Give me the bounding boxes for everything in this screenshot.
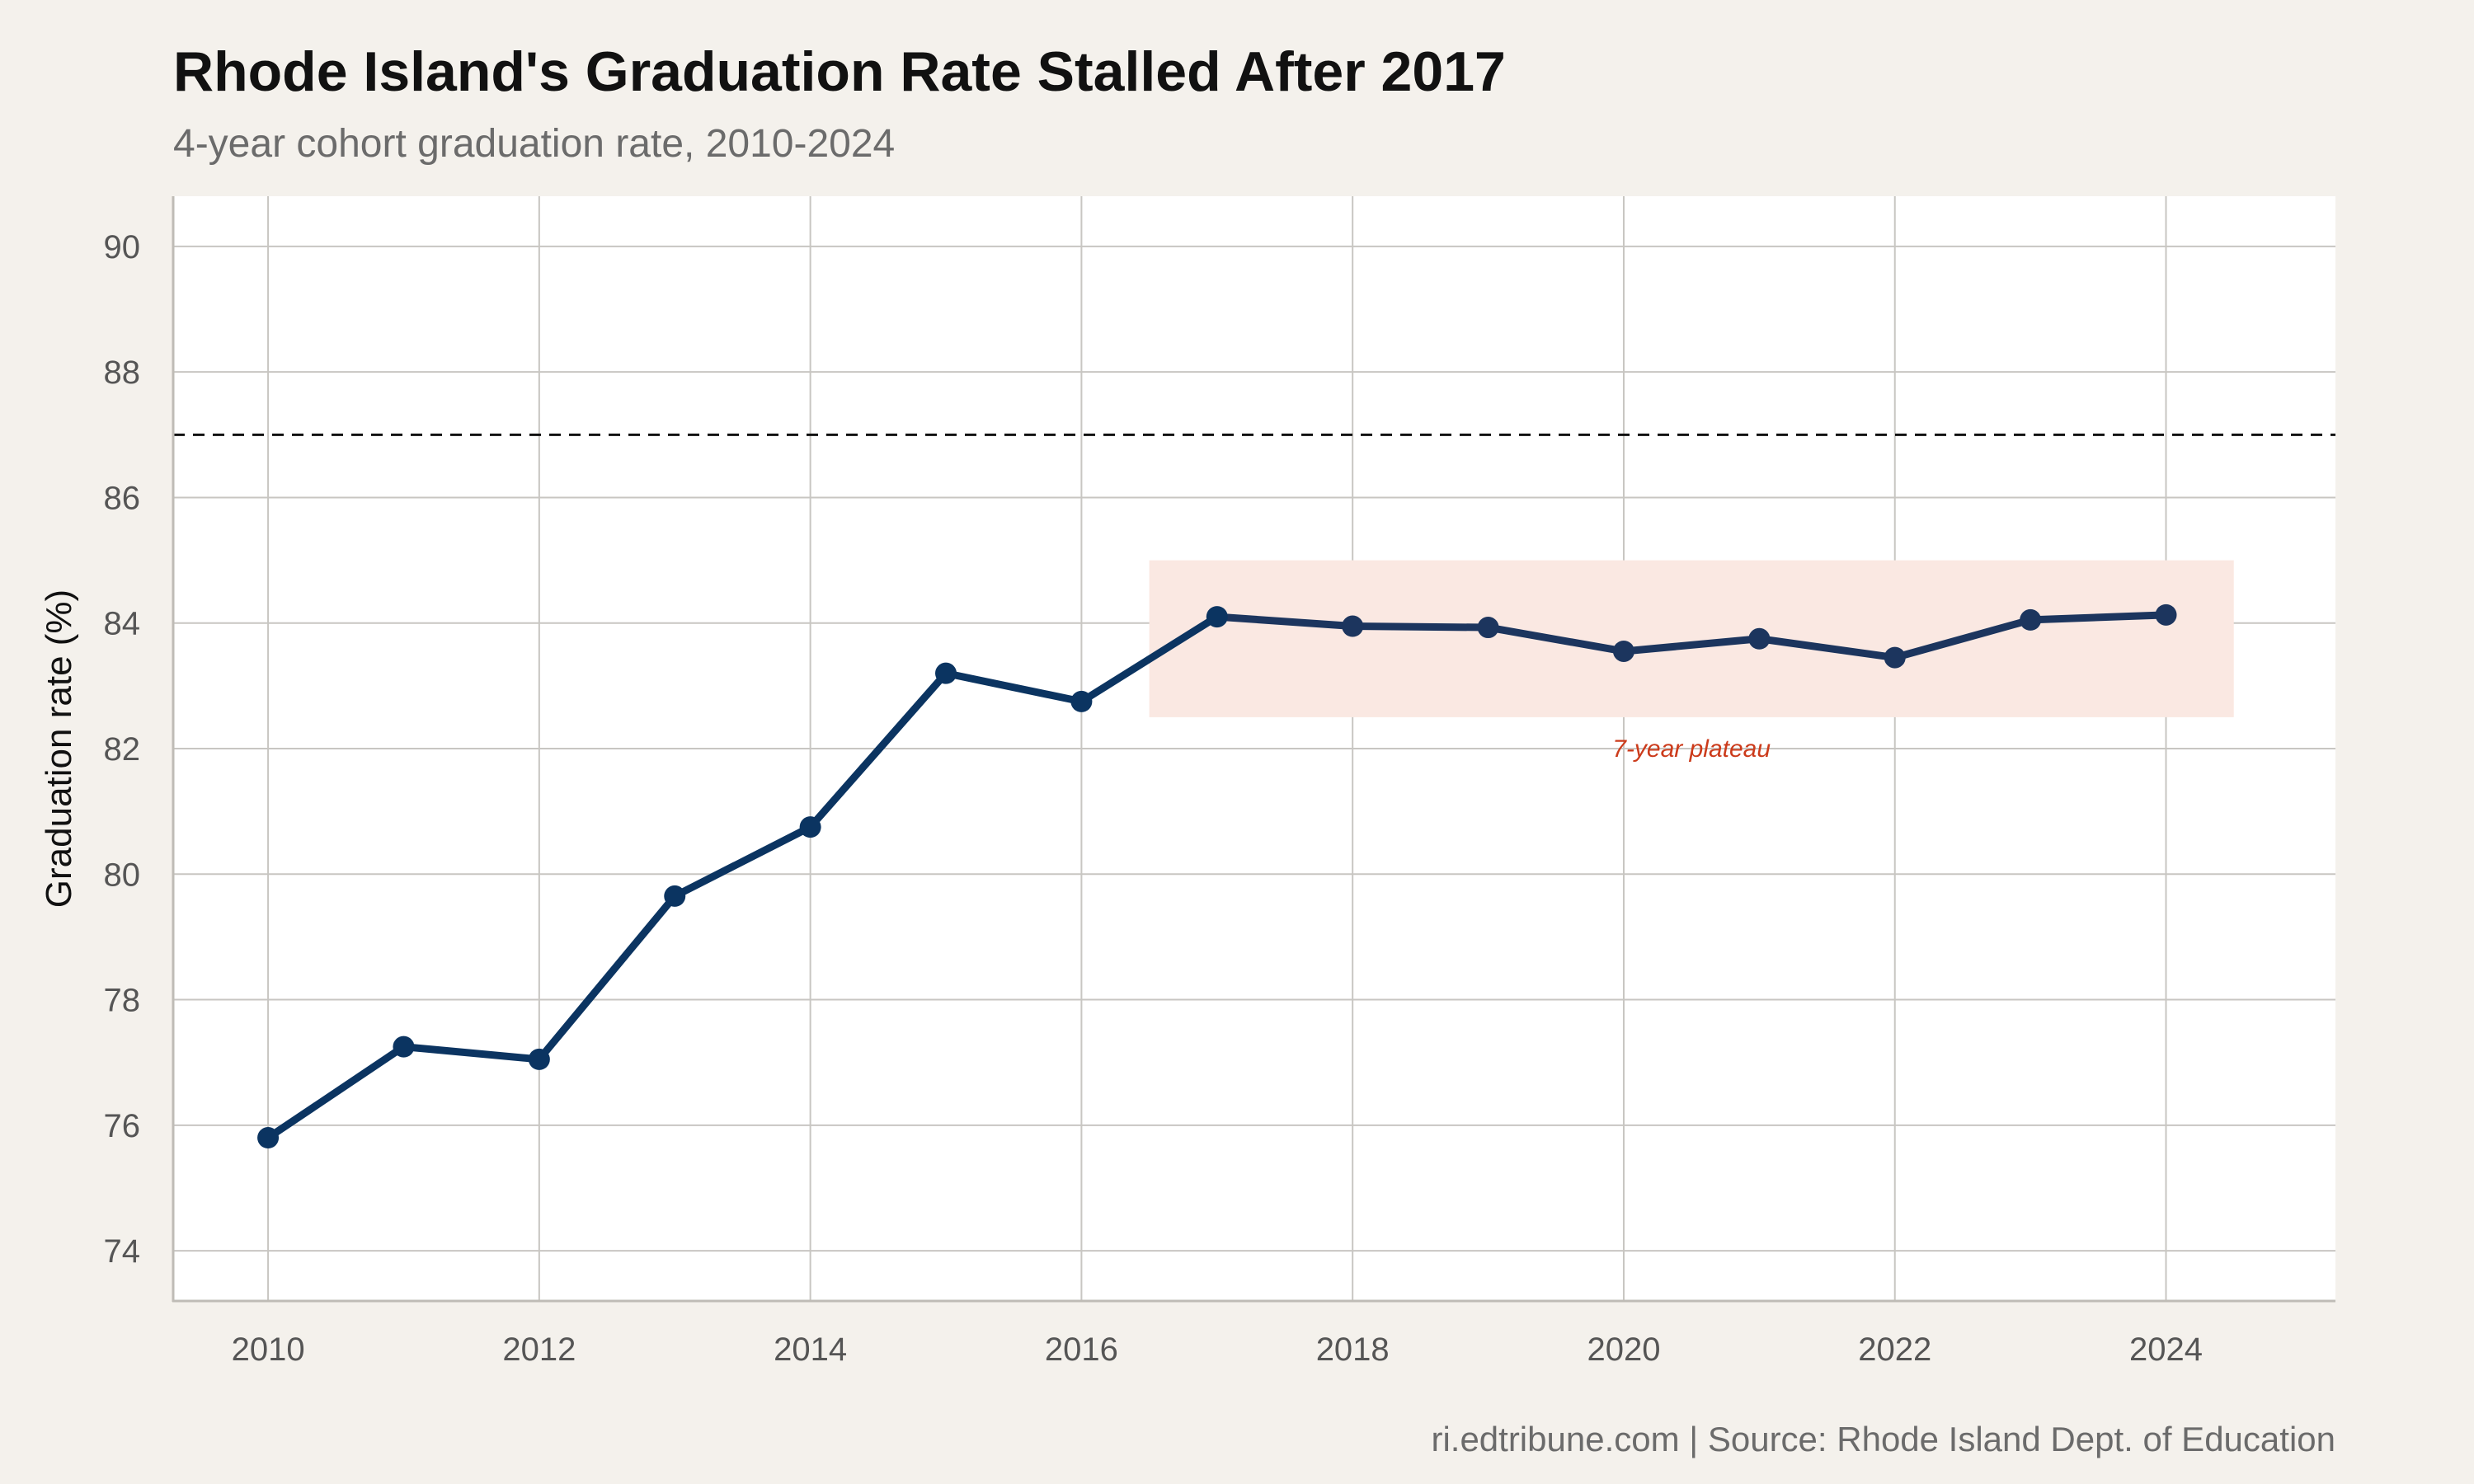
data-point-2018 (1342, 615, 1364, 637)
y-tick-label: 80 (104, 857, 141, 893)
x-tick-label: 2020 (1587, 1331, 1660, 1368)
y-tick-label: 86 (104, 480, 141, 516)
plateau-annotation: 7-year plateau (1612, 735, 1771, 763)
tick-labels-layer: 74 76 78 80 82 84 86 88 90 2010 2012 2014 2016 2018 20… (104, 229, 2204, 1368)
y-tick-label: 90 (104, 229, 141, 265)
chart-caption: ri.edtribune.com | Source: Rhode Island … (1431, 1420, 2335, 1458)
y-tick-label: 74 (104, 1233, 141, 1270)
data-point-2021 (1748, 627, 1771, 650)
data-point-2010 (257, 1127, 280, 1149)
axes-layer (172, 196, 2335, 1303)
data-point-2011 (393, 1036, 415, 1058)
data-point-2020 (1612, 640, 1634, 662)
y-tick-label: 88 (104, 355, 141, 391)
x-tick-label: 2018 (1316, 1331, 1390, 1368)
y-axis-title: Graduation rate (%) (39, 589, 79, 908)
chart-title: Rhode Island's Graduation Rate Stalled A… (173, 40, 1506, 103)
x-tick-label: 2012 (502, 1331, 576, 1368)
data-point-2019 (1477, 617, 1499, 639)
data-point-2016 (1070, 690, 1093, 712)
y-tick-label: 82 (104, 731, 141, 768)
y-tick-label: 76 (104, 1108, 141, 1144)
x-tick-label: 2010 (232, 1331, 305, 1368)
data-point-2022 (1884, 646, 1906, 669)
plateau-shaded-region (1149, 560, 2234, 717)
series-line-2017-2024 (1213, 611, 2171, 662)
y-tick-label: 84 (104, 606, 141, 642)
y-tick-label: 78 (104, 983, 141, 1019)
chart-subtitle: 4-year cohort graduation rate, 2010-2024 (173, 122, 895, 166)
data-point-2024 (2155, 603, 2177, 626)
x-tick-label: 2022 (1858, 1331, 1931, 1368)
series-layer (257, 603, 2177, 1149)
data-point-2014 (799, 816, 821, 838)
data-point-2013 (664, 885, 686, 907)
gridlines (173, 196, 2335, 1301)
x-tick-label: 2014 (774, 1331, 847, 1368)
data-point-2015 (935, 662, 957, 684)
shaded-region-layer (1149, 560, 2234, 717)
data-point-2012 (528, 1048, 550, 1070)
series-line-2010-2017 (264, 613, 1221, 1142)
x-tick-label: 2016 (1045, 1331, 1118, 1368)
data-point-2017 (1206, 606, 1228, 628)
data-point-2023 (2020, 608, 2042, 631)
x-tick-label: 2024 (2129, 1331, 2203, 1368)
